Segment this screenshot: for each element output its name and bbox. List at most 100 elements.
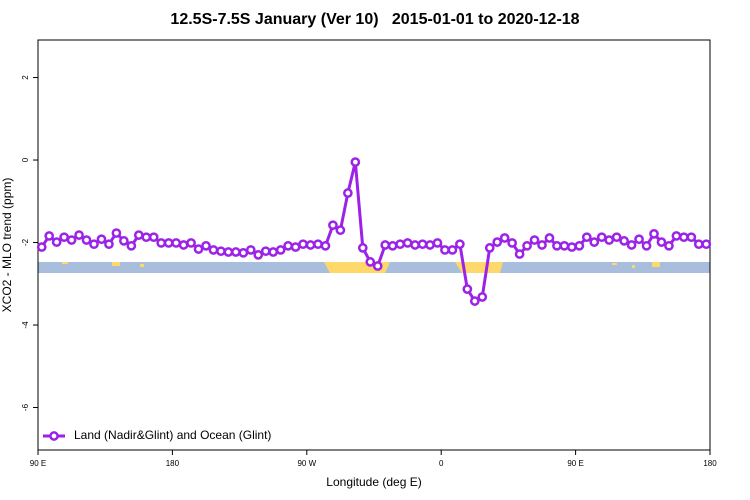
point xyxy=(544,233,555,243)
x-tick-label: 90 E xyxy=(567,459,583,468)
point xyxy=(649,229,659,239)
point xyxy=(701,239,712,250)
y-tick-label: 2 xyxy=(21,75,30,80)
point xyxy=(410,240,420,250)
x-tick-label: 90 E xyxy=(30,459,46,468)
point xyxy=(559,240,570,251)
point xyxy=(44,231,55,241)
point xyxy=(484,243,495,253)
point xyxy=(581,232,592,243)
y-tick-label: -4 xyxy=(21,321,30,329)
point xyxy=(74,230,84,240)
x-tick-label: 0 xyxy=(439,459,444,468)
point xyxy=(305,240,316,250)
point xyxy=(141,232,152,243)
point xyxy=(253,250,264,260)
point xyxy=(432,238,443,248)
point xyxy=(380,240,391,250)
point xyxy=(298,239,308,250)
point xyxy=(372,261,383,271)
point xyxy=(567,242,577,252)
point xyxy=(335,225,346,236)
point xyxy=(357,243,368,253)
point xyxy=(671,231,682,241)
point xyxy=(395,239,405,250)
point xyxy=(589,237,600,247)
legend-marker xyxy=(49,431,59,441)
x-tick-label: 180 xyxy=(166,459,180,468)
point xyxy=(679,232,689,243)
point xyxy=(455,239,465,250)
point xyxy=(402,238,413,248)
land-speck xyxy=(632,265,635,268)
point xyxy=(59,232,69,243)
point xyxy=(499,233,510,243)
land-speck xyxy=(112,262,120,266)
point xyxy=(156,238,167,248)
point xyxy=(216,246,226,257)
chart-title: 12.5S-7.5S January (Ver 10) 2015-01-01 t… xyxy=(170,11,579,28)
point xyxy=(634,234,644,245)
point xyxy=(529,235,540,245)
point xyxy=(186,238,196,248)
point xyxy=(417,239,428,250)
point xyxy=(664,240,674,251)
point xyxy=(641,240,652,251)
point xyxy=(693,239,704,250)
point xyxy=(126,240,137,251)
point xyxy=(425,240,435,250)
point xyxy=(387,240,398,251)
point xyxy=(514,249,525,259)
point xyxy=(469,296,480,306)
point xyxy=(313,239,323,250)
y-tick-label: -2 xyxy=(21,238,30,246)
land-speck xyxy=(62,262,68,264)
land-speck xyxy=(652,262,660,267)
point xyxy=(656,237,667,247)
x-tick-label: 90 W xyxy=(297,459,316,468)
point xyxy=(193,244,204,254)
point xyxy=(477,292,488,302)
point xyxy=(119,236,129,246)
plot-frame xyxy=(37,39,711,451)
land-speck xyxy=(140,264,144,267)
point xyxy=(163,238,174,248)
point xyxy=(328,220,338,231)
point xyxy=(223,247,234,257)
point xyxy=(462,284,473,294)
point xyxy=(178,240,189,250)
point xyxy=(611,232,622,243)
point xyxy=(492,237,503,247)
point xyxy=(51,237,62,247)
point xyxy=(36,242,47,252)
point xyxy=(686,232,697,243)
x-axis-label: Longitude (deg E) xyxy=(326,475,421,489)
point xyxy=(574,240,585,251)
point xyxy=(245,245,256,255)
point xyxy=(133,230,144,240)
point xyxy=(537,240,547,250)
point xyxy=(81,235,92,245)
point xyxy=(171,238,181,248)
point xyxy=(619,236,629,246)
point xyxy=(96,234,107,245)
y-axis-label: XCO2 - MLO trend (ppm) xyxy=(0,178,14,313)
point xyxy=(208,245,219,255)
point xyxy=(365,257,376,267)
point xyxy=(507,238,517,248)
point xyxy=(238,247,249,258)
y-tick-label: 0 xyxy=(21,157,30,162)
point xyxy=(596,232,607,243)
point xyxy=(350,157,361,167)
point xyxy=(522,240,532,251)
point xyxy=(320,240,331,251)
point xyxy=(275,245,286,255)
point xyxy=(290,242,301,252)
land-speck xyxy=(612,263,617,265)
land-strip xyxy=(455,262,503,273)
point xyxy=(89,239,99,250)
point xyxy=(343,188,353,198)
point xyxy=(552,240,562,251)
point xyxy=(111,228,122,238)
